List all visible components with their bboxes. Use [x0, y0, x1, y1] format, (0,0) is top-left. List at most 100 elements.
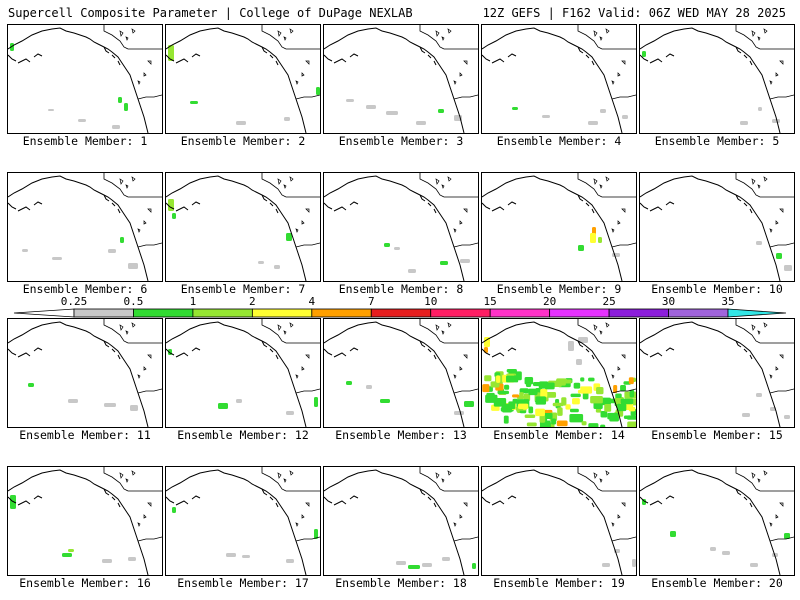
political-border — [577, 173, 636, 248]
scp-shading — [416, 121, 426, 125]
scp-shading — [497, 390, 510, 395]
ensemble-member-panel-5: Ensemble Member: 5 — [639, 24, 795, 148]
scp-shading — [581, 421, 587, 426]
member-label: Ensemble Member: 4 — [496, 134, 622, 148]
coastline — [166, 27, 307, 133]
scp-shading — [120, 237, 124, 243]
scp-shading — [542, 115, 550, 118]
ensemble-member-panel-6: Ensemble Member: 6 — [7, 172, 163, 296]
map-frame — [165, 318, 321, 428]
scp-shading — [236, 121, 246, 125]
scp-shading — [442, 557, 450, 561]
scp-shading — [172, 507, 176, 513]
political-border — [577, 467, 636, 542]
political-border — [735, 319, 794, 394]
scp-shading — [784, 265, 792, 271]
scp-shading — [620, 385, 626, 392]
coastline — [640, 27, 781, 133]
scp-shading — [380, 399, 390, 403]
scp-shading — [102, 559, 112, 563]
map-title: Supercell Composite Parameter | College … — [8, 6, 413, 20]
scp-shading — [384, 243, 390, 247]
scp-shading — [108, 249, 116, 253]
map-frame — [323, 172, 479, 282]
scp-shading — [580, 386, 593, 394]
map-frame — [7, 318, 163, 428]
colorbar-segment — [549, 308, 610, 318]
scp-shading — [557, 407, 563, 416]
scp-shading — [722, 551, 730, 555]
member-label: Ensemble Member: 10 — [651, 282, 783, 296]
scp-shading — [506, 369, 517, 373]
colorbar-graphic — [13, 308, 787, 318]
scp-shading — [168, 199, 174, 211]
political-border — [735, 467, 794, 542]
scp-shading — [286, 233, 292, 241]
scp-shading — [573, 382, 581, 389]
scp-shading — [776, 253, 782, 259]
ensemble-member-panel-8: Ensemble Member: 8 — [323, 172, 479, 296]
member-map — [8, 173, 162, 281]
lakes — [277, 470, 310, 527]
member-label: Ensemble Member: 1 — [22, 134, 148, 148]
scp-shading — [68, 399, 78, 403]
scp-shading — [454, 411, 464, 415]
coastline — [324, 469, 465, 575]
member-map — [166, 319, 320, 427]
colorbar-low-cap — [13, 308, 75, 318]
scp-shading — [615, 393, 622, 398]
scp-shading — [503, 415, 509, 424]
scp-shading — [607, 412, 619, 420]
member-label: Ensemble Member: 6 — [22, 282, 148, 296]
scp-shading — [523, 393, 531, 401]
lakes — [751, 176, 784, 233]
scp-shading — [286, 559, 294, 563]
colorbar-segment — [133, 308, 194, 318]
member-map — [166, 25, 320, 133]
scp-shading — [629, 389, 635, 398]
member-label: Ensemble Member: 5 — [654, 134, 780, 148]
scp-shading — [493, 397, 507, 407]
scp-shading — [472, 563, 476, 569]
coastline — [8, 469, 149, 575]
scp-shading — [394, 247, 400, 250]
scp-shading — [539, 414, 546, 423]
member-label: Ensemble Member: 3 — [338, 134, 464, 148]
member-label: Ensemble Member: 2 — [180, 134, 306, 148]
scp-shading — [524, 377, 534, 385]
coastline — [482, 469, 623, 575]
member-map — [324, 467, 478, 575]
political-border — [419, 25, 478, 100]
scp-shading — [556, 378, 566, 386]
scp-shading — [627, 421, 636, 427]
scp-shading — [346, 381, 352, 385]
ensemble-member-panel-20: Ensemble Member: 20 — [639, 466, 795, 590]
member-label: Ensemble Member: 12 — [177, 428, 309, 442]
scp-shading — [112, 125, 120, 129]
member-label: Ensemble Member: 7 — [180, 282, 306, 296]
scp-shading — [366, 385, 372, 389]
scp-shading — [519, 388, 529, 394]
scp-shading — [190, 101, 198, 104]
lakes — [435, 28, 468, 85]
colorbar-tick-label: 1 — [189, 295, 197, 308]
scp-shading — [525, 382, 532, 388]
ensemble-member-panel-14: Ensemble Member: 14 — [481, 318, 637, 442]
member-map — [482, 467, 636, 575]
scp-shading — [314, 529, 318, 539]
scp-shading — [52, 257, 62, 260]
scp-shading — [535, 408, 545, 417]
scp-shading — [569, 414, 584, 423]
coastline — [482, 27, 623, 133]
scp-shading — [440, 261, 448, 265]
colorbar-tick-label: 4 — [308, 295, 316, 308]
scp-shading — [600, 410, 608, 418]
scp-shading — [569, 408, 579, 413]
coastline — [166, 175, 307, 281]
scp-shading — [626, 415, 636, 420]
member-map — [640, 467, 794, 575]
coastline — [640, 321, 781, 427]
map-frame — [7, 172, 163, 282]
ensemble-member-panel-18: Ensemble Member: 18 — [323, 466, 479, 590]
scp-shading — [522, 405, 527, 410]
